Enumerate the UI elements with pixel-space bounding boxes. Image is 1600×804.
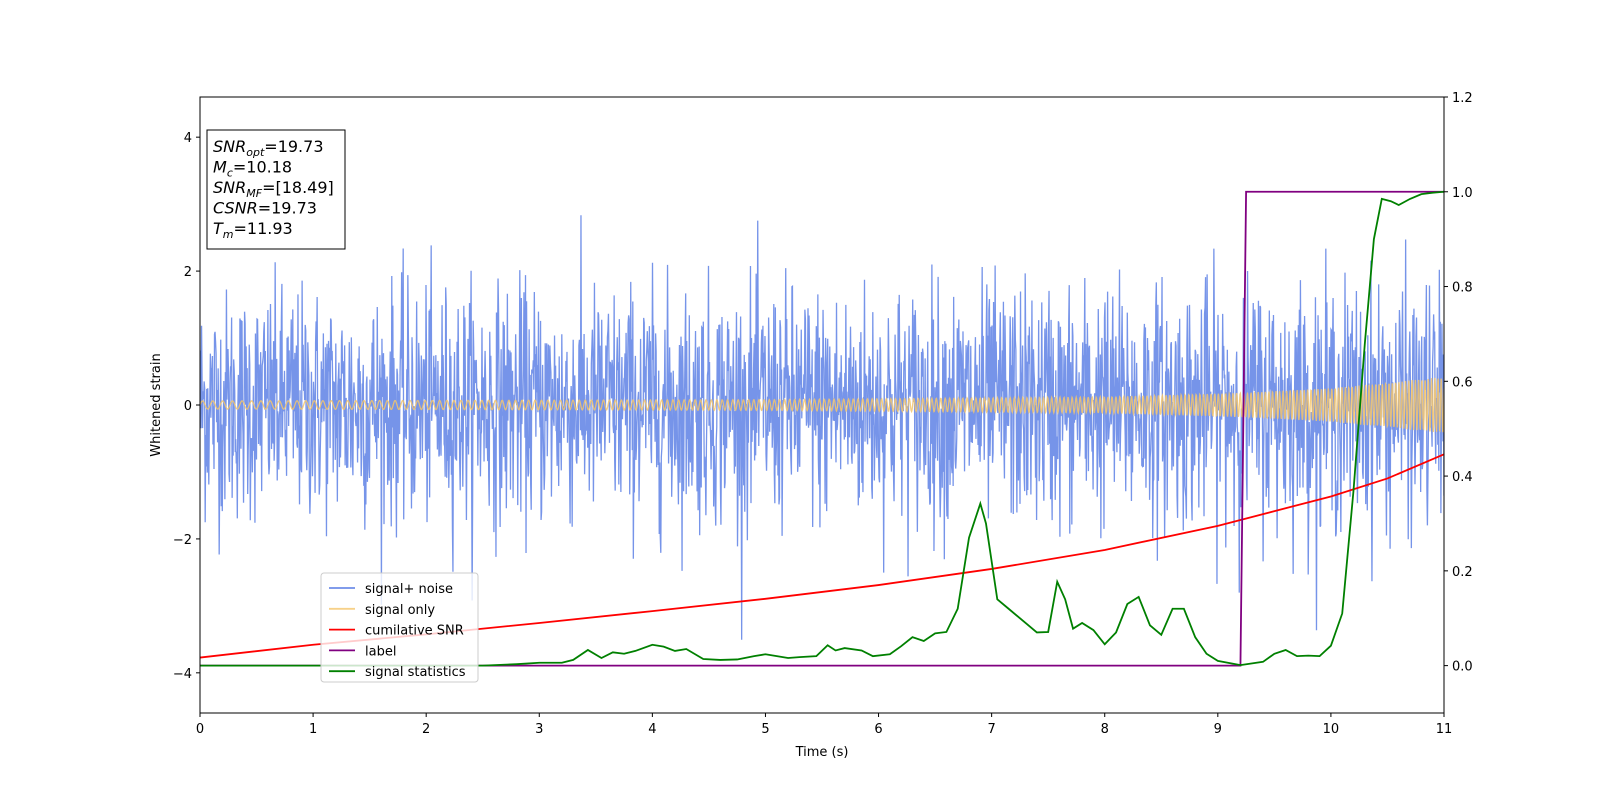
- info-subscript: m: [223, 228, 234, 241]
- info-value: =[18.49]: [262, 178, 334, 197]
- info-symbol: M: [213, 158, 227, 177]
- series-line-signal-only: [200, 377, 1444, 433]
- x-tick-label: 2: [422, 722, 430, 737]
- info-symbol: SNR: [213, 137, 246, 156]
- legend-entry-label: signal only: [365, 603, 435, 618]
- x-tick-label: 3: [535, 722, 543, 737]
- info-symbol: CSNR: [213, 199, 258, 218]
- y-right-tick-label: 0.4: [1452, 470, 1473, 485]
- info-box-line: Mc=10.18: [213, 158, 292, 180]
- x-axis-label: Time (s): [795, 745, 849, 760]
- info-value: =10.18: [233, 158, 292, 177]
- y-left-tick-label: −4: [173, 667, 192, 682]
- x-tick-label: 4: [648, 722, 656, 737]
- x-tick-label: 5: [761, 722, 769, 737]
- legend-entry-label: label: [365, 644, 396, 659]
- legend: signal+ noise signal only cumilative SNR la…: [320, 572, 479, 683]
- legend-entry-label: signal+ noise: [365, 582, 453, 597]
- info-box-line: SNRopt=19.73: [213, 137, 324, 159]
- series-line-label: [200, 190, 1444, 667]
- info-subscript: c: [227, 167, 233, 180]
- info-box-line: SNRMF=[18.49]: [213, 178, 334, 200]
- info-box-frame: [206, 129, 346, 250]
- legend-entry-label: cumilative SNR: [365, 624, 464, 639]
- y-left-tick-label: 2: [184, 265, 192, 280]
- x-tick-label: 11: [1436, 722, 1453, 737]
- y-right-tick-label: 0.2: [1452, 565, 1473, 580]
- info-symbol: SNR: [213, 178, 246, 197]
- x-tick-label: 7: [987, 722, 995, 737]
- info-value: =11.93: [234, 219, 293, 238]
- info-value: =19.73: [258, 199, 317, 218]
- y-right-tick-label: 0.6: [1452, 375, 1473, 390]
- info-symbol: T: [213, 219, 224, 238]
- legend-frame: [320, 572, 479, 683]
- y-right-tick-label: 0.8: [1452, 281, 1473, 296]
- y-axis-label: Whitened strain: [149, 353, 164, 456]
- x-tick-label: 8: [1101, 722, 1109, 737]
- info-subscript: MF: [246, 187, 262, 200]
- y-right-tick-label: 0.0: [1452, 660, 1473, 675]
- legend-entry-label: signal statistics: [365, 665, 466, 680]
- series-line-signal-statistics: [200, 190, 1444, 667]
- y-left-tick-label: 0: [184, 399, 192, 414]
- y-left-tick-label: 4: [184, 131, 192, 146]
- x-tick-label: 10: [1323, 722, 1340, 737]
- y-right-tick-label: 1.0: [1452, 186, 1473, 201]
- info-subscript: opt: [246, 146, 265, 159]
- x-tick-label: 9: [1214, 722, 1222, 737]
- info-box: SNRopt=19.73Mc=10.18SNRMF=[18.49]CSNR=19…: [206, 129, 346, 250]
- x-tick-label: 0: [196, 722, 204, 737]
- info-box-line: CSNR=19.73: [213, 199, 317, 218]
- x-tick-label: 1: [309, 722, 317, 737]
- x-tick-label: 6: [874, 722, 882, 737]
- info-box-line: Tm=11.93: [213, 219, 293, 241]
- y-left-tick-label: −2: [173, 533, 192, 548]
- info-value: =19.73: [264, 137, 323, 156]
- y-right-tick-label: 1.2: [1452, 91, 1473, 106]
- ticks-layer: 0 1 2 3 4 5 6 7 8 9 10 11 4 2 0 −2 −4 1.2 1.0 0.8 0.6 0.4 0.2 0…: [173, 91, 1473, 737]
